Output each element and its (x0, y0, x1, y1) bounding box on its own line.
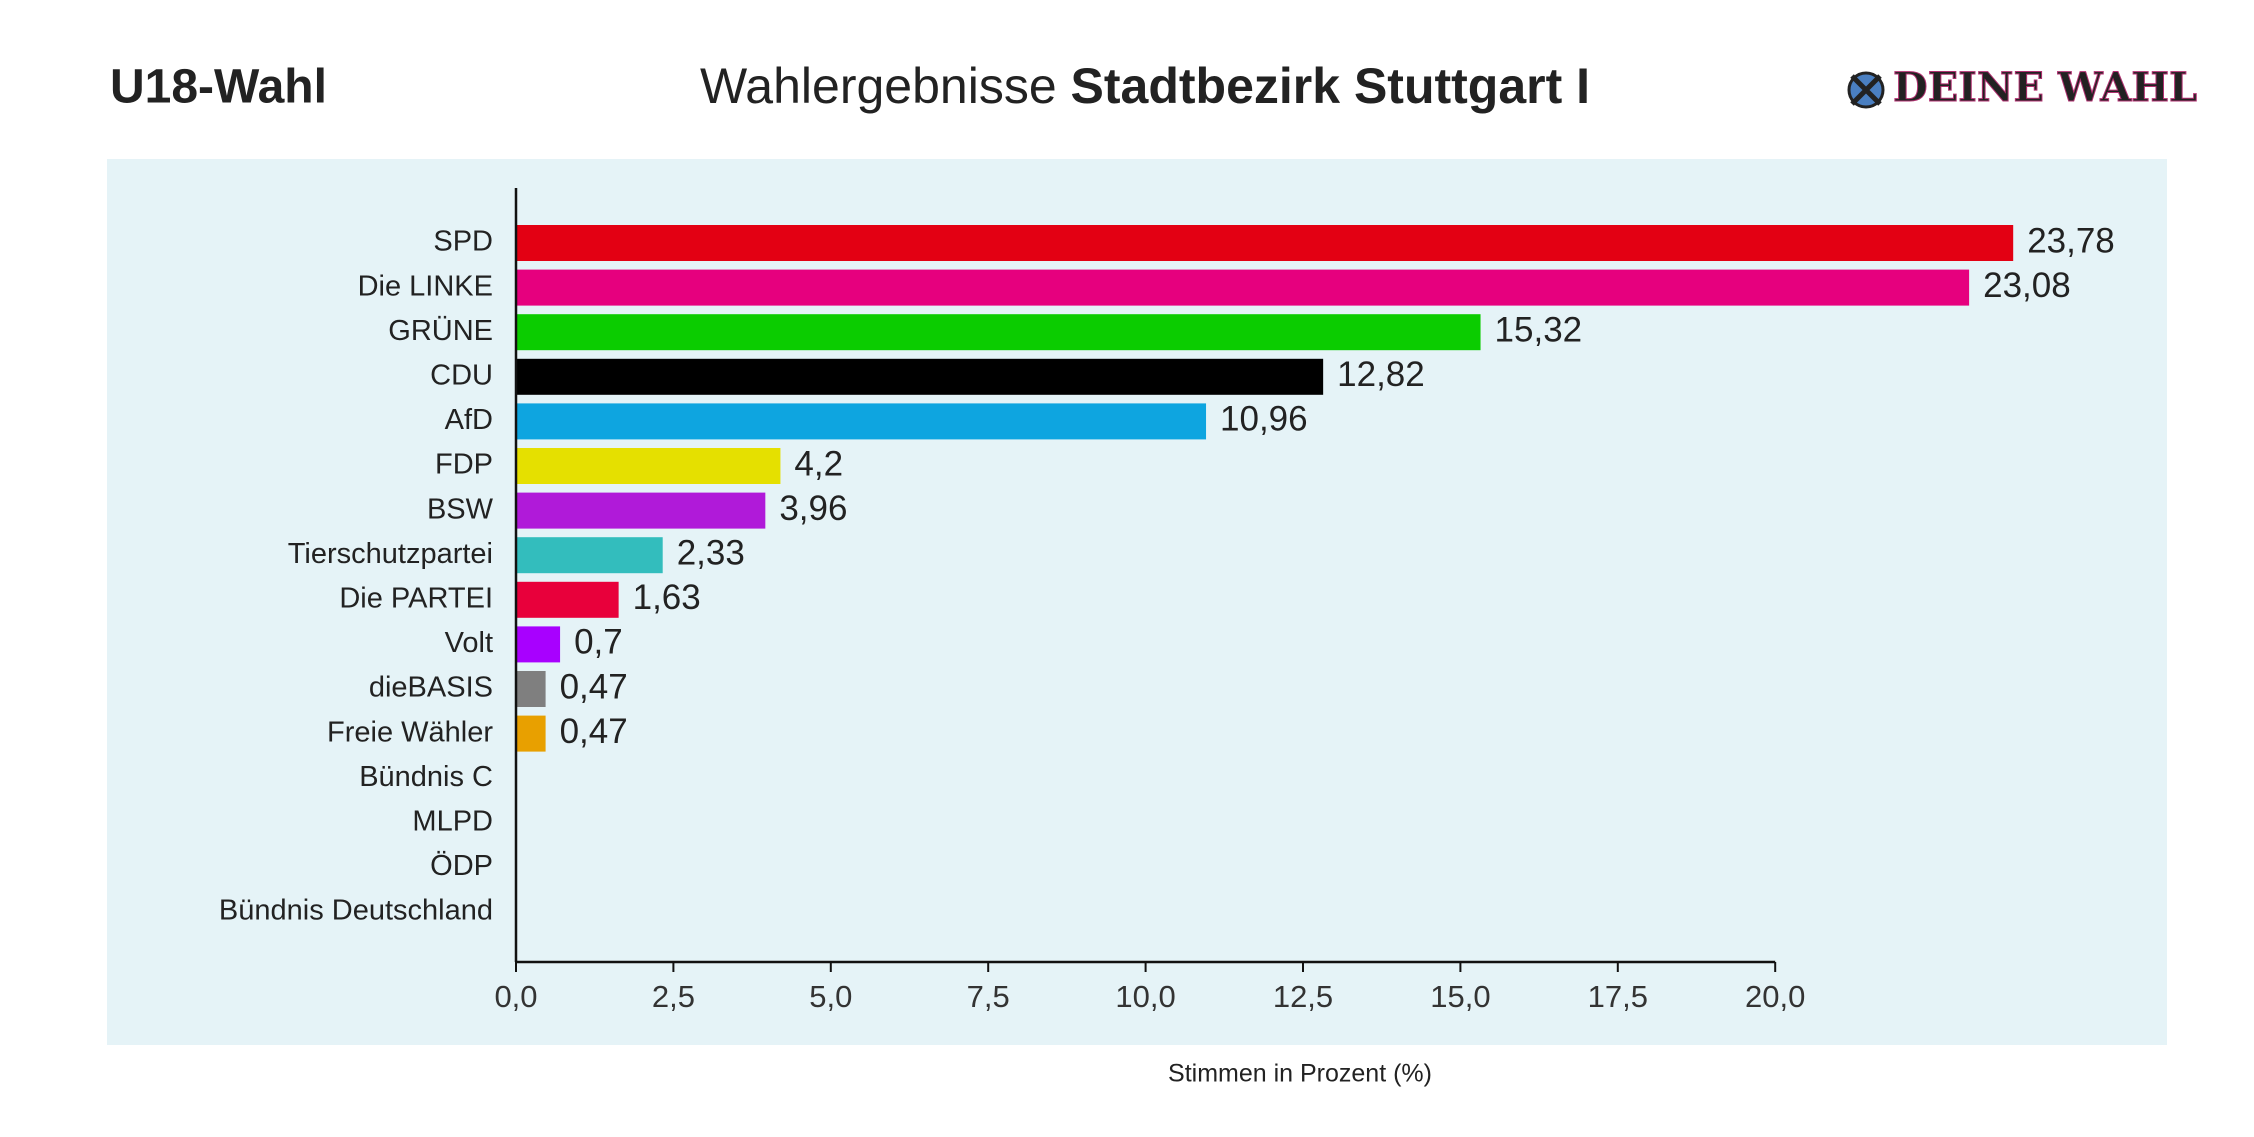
category-label: Bündnis Deutschland (219, 895, 493, 927)
category-label: SPD (433, 226, 493, 258)
x-tick-label: 5,0 (809, 979, 852, 1014)
value-label: 2,33 (677, 533, 745, 572)
category-label: MLPD (412, 805, 493, 837)
x-axis-title: Stimmen in Prozent (%) (1168, 1060, 1432, 1088)
chart-title: Wahlergebnisse Stadtbezirk Stuttgart I (700, 58, 1590, 114)
category-label: dieBASIS (369, 672, 493, 704)
value-label: 23,78 (2027, 221, 2115, 260)
category-label: CDU (430, 359, 493, 391)
bar (516, 403, 1207, 440)
bar (516, 358, 1324, 395)
bar (516, 671, 546, 707)
bar (516, 314, 1481, 351)
logo-cross (1850, 74, 1882, 106)
plot-panel (107, 159, 2167, 1045)
value-label: 0,7 (574, 623, 623, 662)
title-bold: Stadtbezirk Stuttgart I (1071, 58, 1590, 114)
value-label: 1,63 (633, 578, 701, 617)
category-label: FDP (435, 449, 493, 481)
bar (516, 715, 546, 752)
logo: DEINE WAHL (1847, 64, 2198, 112)
x-tick-label: 7,5 (967, 979, 1010, 1014)
bar (516, 269, 1970, 306)
category-label: Die PARTEI (339, 582, 493, 614)
bar (516, 492, 766, 529)
value-label: 4,2 (794, 444, 843, 483)
category-label: Volt (445, 627, 493, 659)
category-label: Freie Wähler (327, 716, 493, 748)
bar (516, 225, 2014, 261)
value-label: 0,47 (560, 712, 628, 751)
value-label: 12,82 (1337, 355, 1425, 394)
x-tick-label: 0,0 (494, 979, 537, 1014)
value-label: 15,32 (1495, 310, 1583, 349)
value-label: 10,96 (1220, 400, 1308, 439)
value-label: 3,96 (779, 489, 847, 528)
category-label: Tierschutzpartei (288, 538, 493, 570)
brand: U18-Wahl (110, 61, 327, 114)
x-tick-label: 17,5 (1588, 979, 1648, 1014)
x-tick-label: 12,5 (1273, 979, 1333, 1014)
category-label: GRÜNE (388, 315, 493, 347)
title-regular: Wahlergebnisse (700, 58, 1057, 114)
x-tick-label: 10,0 (1115, 979, 1175, 1014)
category-label: AfD (445, 404, 493, 436)
value-label: 23,08 (1983, 266, 2071, 305)
x-tick-label: 15,0 (1430, 979, 1490, 1014)
value-label: 0,47 (560, 667, 628, 706)
x-tick-label: 2,5 (652, 979, 695, 1014)
logo-text: DEINE WAHL (1893, 64, 2197, 111)
category-label: Bündnis C (359, 761, 493, 793)
category-label: BSW (427, 493, 494, 525)
bar (516, 581, 619, 618)
bar (516, 537, 663, 574)
bar (516, 448, 781, 484)
bar (516, 626, 561, 663)
x-tick-label: 20,0 (1745, 979, 1805, 1014)
category-label: ÖDP (430, 850, 493, 882)
category-label: Die LINKE (358, 270, 493, 302)
